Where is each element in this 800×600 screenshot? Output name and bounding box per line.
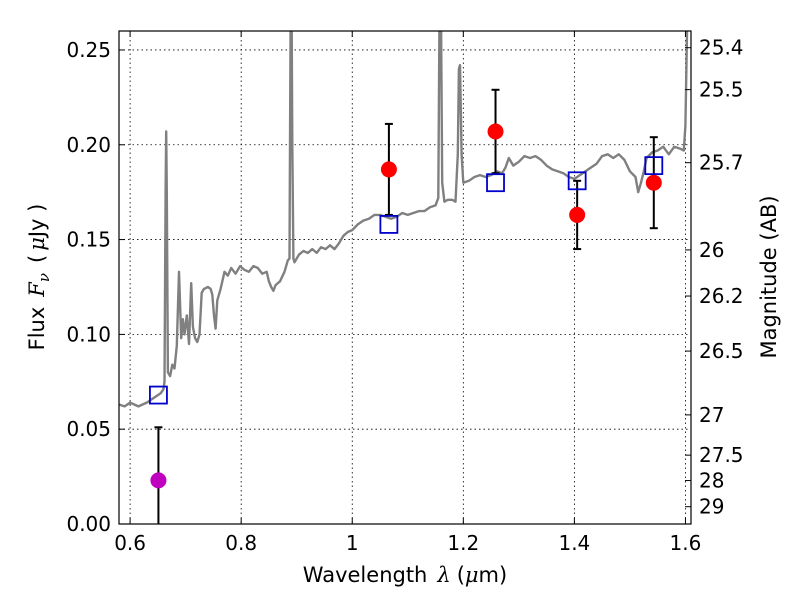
y-tick-label: 0.00 [66,512,111,536]
y2-tick-label: 27 [699,403,724,427]
y2-tick-label: 28 [699,469,724,493]
observed-point [569,206,586,223]
y2-tick-label: 27.5 [699,443,744,467]
y-tick-label: 0.20 [66,133,111,157]
plot-frame [118,30,692,525]
model-spectrum-layer [119,31,689,408]
model-photometry-square [379,215,399,234]
y-tick-label: 0.25 [66,38,111,62]
x-tick-label: 1.2 [447,531,479,555]
grid [119,31,691,524]
y-tick-label: 0.05 [66,417,111,441]
model-photometry-square [644,156,664,176]
y2-tick-label: 26.2 [699,284,744,308]
x-tick-label: 0.6 [114,531,146,555]
observed-point [645,174,662,191]
x-axis-title: Wavelength λ (μm) [303,563,507,587]
y-tick-label: 0.15 [66,228,111,252]
observed-point [487,123,504,140]
y-tick-label: 0.10 [66,322,111,346]
model-spectrum-line [119,31,689,408]
marker-layer [149,88,664,524]
y2-tick-label: 25.5 [699,78,744,102]
model-photometry-square [149,385,168,405]
y2-tick-label: 29 [699,495,724,519]
y-axis-title: FluxFν(μJy ) [25,204,53,351]
model-photometry-square [567,171,587,191]
y2-tick-label: 25.7 [699,151,744,175]
x-tick-label: 1.6 [670,531,702,555]
x-tick-label: 1 [346,531,359,555]
axis-ticks: 0.6 0.8 1 1.2 1.4 1.6 0.00 0.05 0.10 0.15 0.20 0.25… [66,31,744,555]
observed-point [380,161,397,178]
x-tick-label: 1.4 [558,531,590,555]
model-photometry-square [486,173,505,193]
y2-tick-label: 26.5 [699,339,744,363]
x-tick-label: 0.8 [225,531,257,555]
y2-tick-label: 25.4 [699,36,744,60]
y2-axis-title: Magnitude (AB) [757,195,781,358]
y2-tick-label: 26 [699,238,724,262]
low-sn-point [150,472,167,489]
